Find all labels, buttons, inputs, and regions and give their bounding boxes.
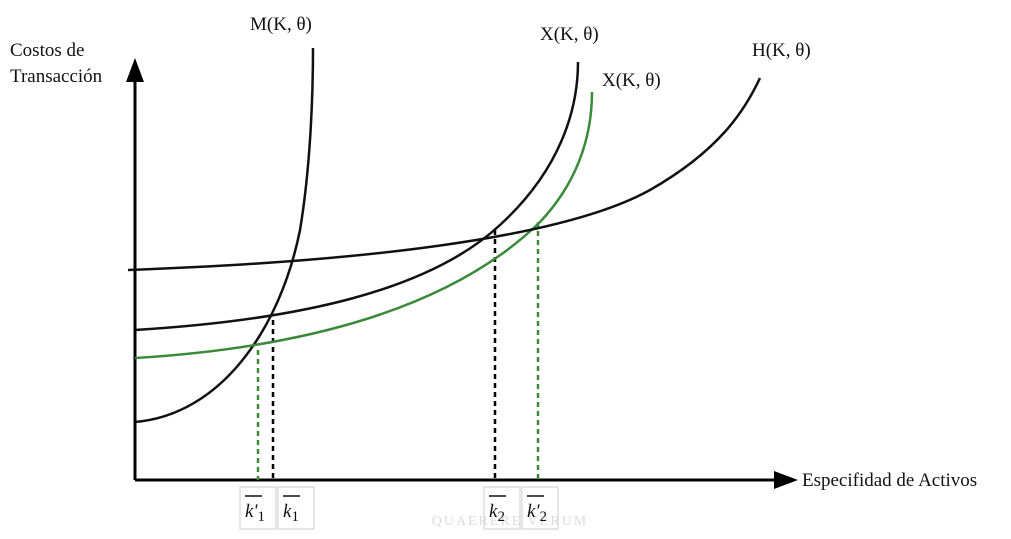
point-sub: 1 bbox=[258, 509, 266, 525]
point-label: k1 bbox=[283, 501, 299, 525]
watermark: QUAERERE VERUM bbox=[432, 514, 588, 529]
y-axis-label: Costos de bbox=[10, 40, 84, 61]
point-base: k' bbox=[245, 501, 258, 522]
curve-label: M(K, θ) bbox=[250, 14, 312, 35]
point-sub: 1 bbox=[291, 509, 299, 525]
curve-m bbox=[135, 48, 313, 422]
diagram: QUAERERE VERUM Costos de Transacción Esp… bbox=[0, 0, 1011, 534]
curve-x bbox=[135, 62, 578, 330]
curve-x-shifted bbox=[135, 92, 592, 358]
x-axis-label: Especifidad de Activos bbox=[802, 470, 977, 491]
point-base: k' bbox=[527, 501, 540, 522]
curve-label: X(K, θ) bbox=[540, 24, 599, 45]
curve-h bbox=[128, 78, 760, 270]
point-label: k2 bbox=[489, 501, 505, 525]
point-label: k'1 bbox=[245, 501, 265, 525]
point-sub: 2 bbox=[540, 509, 548, 525]
x-arrow bbox=[774, 471, 798, 489]
point-sub: 2 bbox=[497, 509, 505, 525]
curve-label: H(K, θ) bbox=[752, 40, 811, 61]
point-label: k'2 bbox=[527, 501, 547, 525]
curve-label: X(K, θ) bbox=[602, 70, 661, 91]
y-arrow bbox=[126, 58, 144, 82]
y-axis-label: Transacción bbox=[10, 66, 103, 87]
